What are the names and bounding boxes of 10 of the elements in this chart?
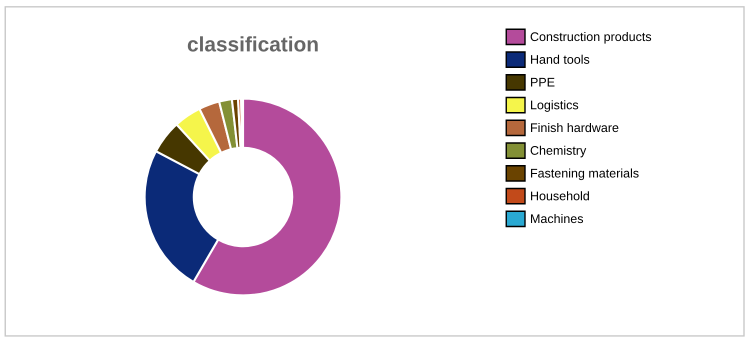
legend-label: Machines xyxy=(531,214,584,224)
legend-label: Chemistry xyxy=(530,146,586,158)
legend-label: PPE xyxy=(531,78,554,86)
legend-label: Household xyxy=(531,191,589,200)
legend-label: Hand tools xyxy=(531,54,590,64)
chart-title: classification xyxy=(188,36,318,52)
legend-label: Finish hardware xyxy=(531,122,618,132)
legend-label: Logistics xyxy=(531,100,578,112)
legend-label: Fastening materials xyxy=(531,168,639,180)
legend-label: Construction products xyxy=(530,32,652,44)
